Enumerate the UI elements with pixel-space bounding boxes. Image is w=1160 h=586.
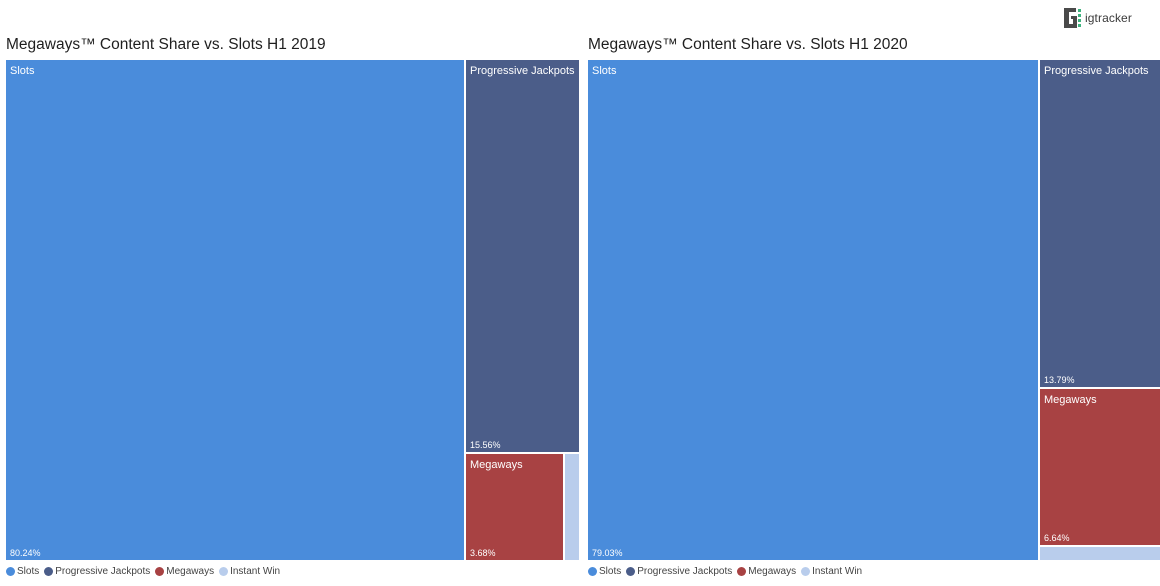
legend-dot-icon xyxy=(737,567,747,576)
legend-label: Instant Win xyxy=(812,566,863,577)
treemap-panel-2019: Megaways™ Content Share vs. Slots H1 201… xyxy=(6,0,579,586)
legend-item-progressive-jackpots[interactable]: Progressive Jackpots xyxy=(626,566,732,577)
tile-name-label: Slots xyxy=(10,65,35,77)
legend-label: Progressive Jackpots xyxy=(637,566,733,577)
treemap-panel-2020: Megaways™ Content Share vs. Slots H1 202… xyxy=(588,0,1160,586)
legend-item-instant-win[interactable]: Instant Win xyxy=(219,566,280,577)
legend-item-progressive-jackpots[interactable]: Progressive Jackpots xyxy=(44,566,150,577)
treemap-tile-slots[interactable]: Slots 80.24% xyxy=(6,60,464,560)
tile-name-label: Megaways xyxy=(470,459,523,471)
treemap-tile-instant-win[interactable] xyxy=(565,454,579,560)
tile-name-label: Progressive Jackpots xyxy=(1044,65,1149,77)
legend-label: Slots xyxy=(599,566,622,577)
tile-value-label: 13.79% xyxy=(1044,375,1075,385)
tile-name-label: Slots xyxy=(592,65,617,77)
legend-label: Megaways xyxy=(748,566,797,577)
legend-dot-icon xyxy=(588,567,597,576)
legend-dot-icon xyxy=(219,567,229,576)
legend-dot-icon xyxy=(801,567,811,576)
treemap-tile-megaways[interactable]: Megaways 3.68% xyxy=(466,454,563,560)
legend-item-slots[interactable]: Slots xyxy=(588,566,621,577)
legend-dot-icon xyxy=(6,567,15,576)
legend-dot-icon xyxy=(44,567,54,576)
chart-legend[interactable]: Slots Progressive Jackpots Megaways Instant… xyxy=(6,566,285,577)
chart-title: Megaways™ Content Share vs. Slots H1 202… xyxy=(588,36,908,53)
tile-name-label: Megaways xyxy=(1044,394,1097,406)
treemap-tile-megaways[interactable]: Megaways 6.64% xyxy=(1040,389,1160,545)
legend-label: Slots xyxy=(17,566,40,577)
treemap-chart[interactable]: Slots 79.03% Progressive Jackpots 13.79% Meg… xyxy=(588,60,1160,560)
tile-value-label: 6.64% xyxy=(1044,533,1070,543)
treemap-chart[interactable]: Slots 80.24% Progressive Jackpots 15.56% Meg… xyxy=(6,60,579,560)
legend-label: Megaways xyxy=(166,566,215,577)
treemap-tile-progressive-jackpots[interactable]: Progressive Jackpots 13.79% xyxy=(1040,60,1160,387)
treemap-tile-progressive-jackpots[interactable]: Progressive Jackpots 15.56% xyxy=(466,60,579,452)
igtracker-logo-icon xyxy=(1064,8,1081,28)
tile-name-label: Progressive Jackpots xyxy=(470,65,575,77)
brand-name: igtracker xyxy=(1085,11,1132,25)
legend-label: Progressive Jackpots xyxy=(55,566,151,577)
treemap-tile-slots[interactable]: Slots 79.03% xyxy=(588,60,1038,560)
legend-dot-icon xyxy=(626,567,636,576)
tile-value-label: 15.56% xyxy=(470,440,501,450)
brand-logo: igtracker xyxy=(1062,4,1132,32)
legend-label: Instant Win xyxy=(230,566,281,577)
legend-item-megaways[interactable]: Megaways xyxy=(737,566,796,577)
treemap-tile-instant-win[interactable] xyxy=(1040,547,1160,560)
tile-value-label: 80.24% xyxy=(10,548,41,558)
legend-item-megaways[interactable]: Megaways xyxy=(155,566,214,577)
legend-dot-icon xyxy=(155,567,165,576)
tile-value-label: 79.03% xyxy=(592,548,623,558)
chart-legend[interactable]: Slots Progressive Jackpots Megaways Instant… xyxy=(588,566,867,577)
legend-item-slots[interactable]: Slots xyxy=(6,566,39,577)
tile-value-label: 3.68% xyxy=(470,548,496,558)
legend-item-instant-win[interactable]: Instant Win xyxy=(801,566,862,577)
chart-title: Megaways™ Content Share vs. Slots H1 201… xyxy=(6,36,326,53)
